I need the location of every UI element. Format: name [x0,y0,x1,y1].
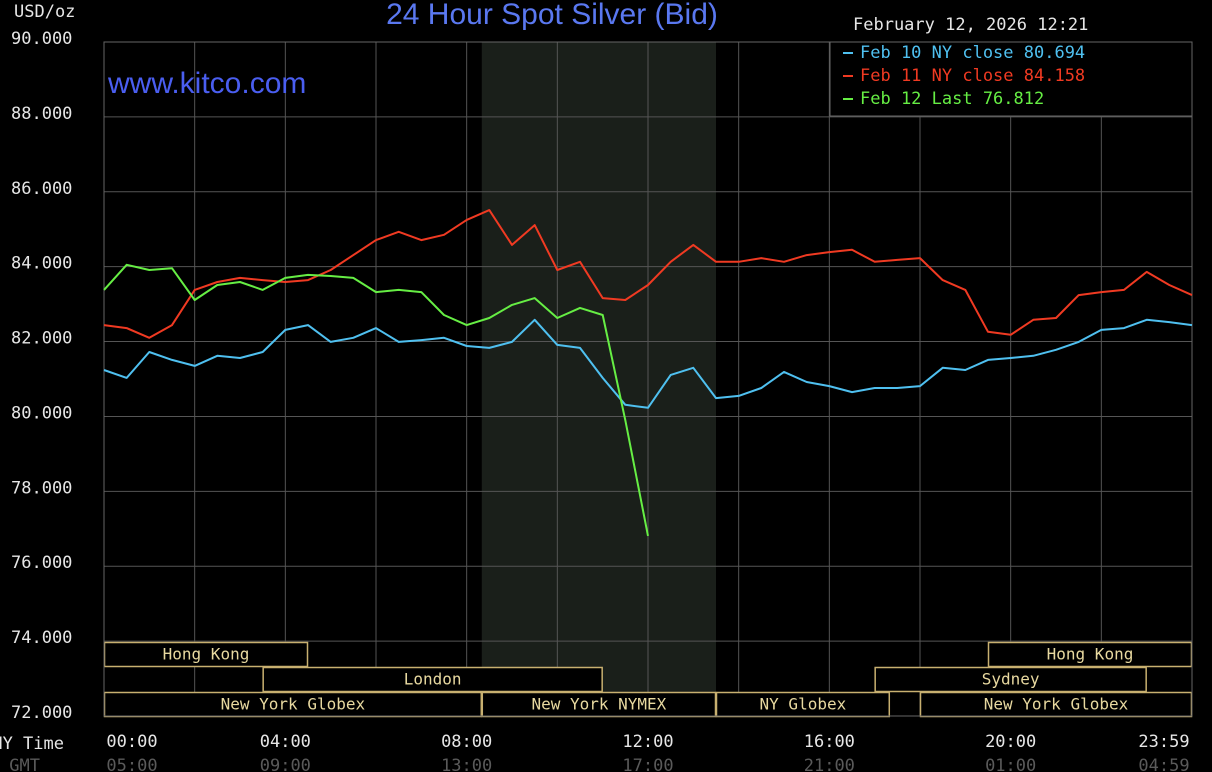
x-axis-label: NY Time [0,734,64,754]
x2-tick-label: 01:00 [985,756,1036,772]
session-bar [262,666,603,693]
watermark: www.kitco.com [107,67,306,100]
chart-title: 24 Hour Spot Silver (Bid) [386,0,718,31]
y-tick-label: 72.000 [11,703,72,723]
x2-tick-label: 21:00 [804,756,855,772]
session-label: New York Globex [984,695,1129,714]
legend-label: Feb 11 NY close 84.158 [860,66,1085,86]
session-bar [874,666,1147,693]
session-bar [715,691,891,718]
series-line [103,263,649,537]
session-bar [987,641,1193,668]
shaded-span [481,42,716,716]
y-tick-label: 86.000 [11,179,72,199]
session-label: Sydney [982,670,1040,689]
y-tick-label: 74.000 [11,628,72,648]
session-label: London [404,670,462,689]
y-tick-label: 84.000 [11,254,72,274]
y-tick-label: 90.000 [11,29,72,49]
x-tick-label: 00:00 [106,732,157,752]
x-tick-label: 20:00 [985,732,1036,752]
x-tick-label: 12:00 [622,732,673,752]
x2-tick-label: 13:00 [441,756,492,772]
y-tick-label: 78.000 [11,478,72,498]
x-tick-label: 08:00 [441,732,492,752]
x2-tick-label: 05:00 [106,756,157,772]
legend-box [829,41,1193,117]
legend-label: Feb 10 NY close 80.694 [860,43,1085,63]
x-tick-label: 16:00 [804,732,855,752]
series-line [103,209,1193,339]
y-tick-label: 76.000 [11,553,72,573]
x2-tick-label: 09:00 [260,756,311,772]
timestamp: February 12, 2026 12:21 [853,15,1088,35]
session-label: New York Globex [221,695,366,714]
y-tick-label: 88.000 [11,104,72,124]
y-tick-label: 80.000 [11,403,72,423]
legend-label: Feb 12 Last 76.812 [860,89,1044,109]
x2-tick-label: 17:00 [622,756,673,772]
session-label: Hong Kong [163,645,250,664]
session-label: New York NYMEX [531,695,666,714]
session-bar [481,691,717,718]
y-axis-label: USD/oz [14,2,75,22]
x2-axis-label: GMT [9,756,40,772]
plot-frame [103,41,1193,717]
session-label: NY Globex [760,695,847,714]
session-label: Hong Kong [1047,645,1134,664]
series-line [103,318,1193,409]
y-tick-label: 82.000 [11,329,72,349]
x-tick-label: 23:59 [1138,732,1189,752]
x-tick-label: 04:00 [260,732,311,752]
x2-tick-label: 04:59 [1138,756,1189,772]
